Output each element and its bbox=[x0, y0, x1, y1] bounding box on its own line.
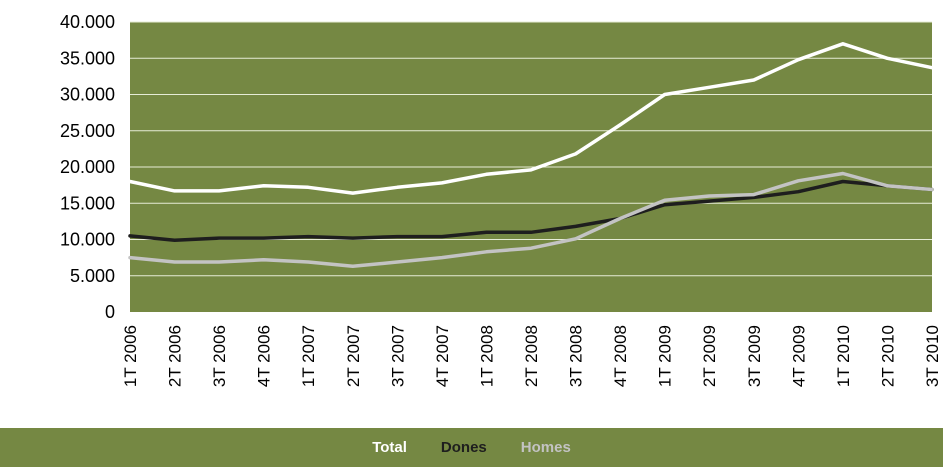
x-tick-label: 1T 2008 bbox=[477, 325, 496, 387]
y-axis-ticks: 0 5.000 10.000 15.000 20.000 25.000 30.000 35.0… bbox=[60, 12, 115, 322]
x-tick-label: 4T 2009 bbox=[789, 325, 808, 387]
x-tick-label: 4T 2006 bbox=[255, 325, 274, 387]
y-tick-label: 35.000 bbox=[60, 48, 115, 68]
x-tick-label: 3T 2008 bbox=[567, 325, 586, 387]
line-chart: 0 5.000 10.000 15.000 20.000 25.000 30.000 35.0… bbox=[60, 12, 942, 387]
y-tick-label: 30.000 bbox=[60, 85, 115, 105]
y-tick-label: 10.000 bbox=[60, 230, 115, 250]
x-tick-label: 4T 2008 bbox=[611, 325, 630, 387]
legend: Total Dones Homes bbox=[0, 428, 943, 467]
y-tick-label: 5.000 bbox=[70, 266, 115, 286]
x-tick-label: 1T 2009 bbox=[656, 325, 675, 387]
x-tick-label: 2T 2006 bbox=[166, 325, 185, 387]
x-tick-label: 4T 2007 bbox=[433, 325, 452, 387]
series-lines bbox=[128, 42, 934, 269]
y-tick-label: 25.000 bbox=[60, 121, 115, 141]
x-tick-label: 1T 2007 bbox=[299, 325, 318, 387]
x-tick-label: 2T 2007 bbox=[344, 325, 363, 387]
y-tick-label: 40.000 bbox=[60, 12, 115, 32]
y-tick-label: 20.000 bbox=[60, 157, 115, 177]
x-tick-label: 1T 2010 bbox=[834, 325, 853, 387]
legend-item-dones: Dones bbox=[440, 439, 487, 456]
y-tick-label: 0 bbox=[105, 302, 115, 322]
x-tick-label: 2T 2009 bbox=[700, 325, 719, 387]
x-tick-label: 2T 2008 bbox=[522, 325, 541, 387]
series-line-total bbox=[128, 42, 934, 195]
series-line-dones bbox=[128, 179, 934, 242]
x-tick-label: 1T 2006 bbox=[121, 325, 140, 387]
x-tick-label: 3T 2010 bbox=[923, 325, 942, 387]
legend-item-homes: Homes bbox=[520, 439, 571, 456]
x-tick-label: 3T 2009 bbox=[745, 325, 764, 387]
legend-item-total: Total bbox=[372, 439, 407, 456]
x-tick-label: 3T 2007 bbox=[388, 325, 407, 387]
y-tick-label: 15.000 bbox=[60, 193, 115, 213]
x-axis-ticks: 1T 2006 2T 2006 3T 2006 4T 2006 1T 2007 2T 20… bbox=[121, 325, 942, 387]
x-tick-label: 3T 2006 bbox=[210, 325, 229, 387]
series-line-homes bbox=[128, 171, 934, 269]
x-tick-label: 2T 2010 bbox=[878, 325, 897, 387]
